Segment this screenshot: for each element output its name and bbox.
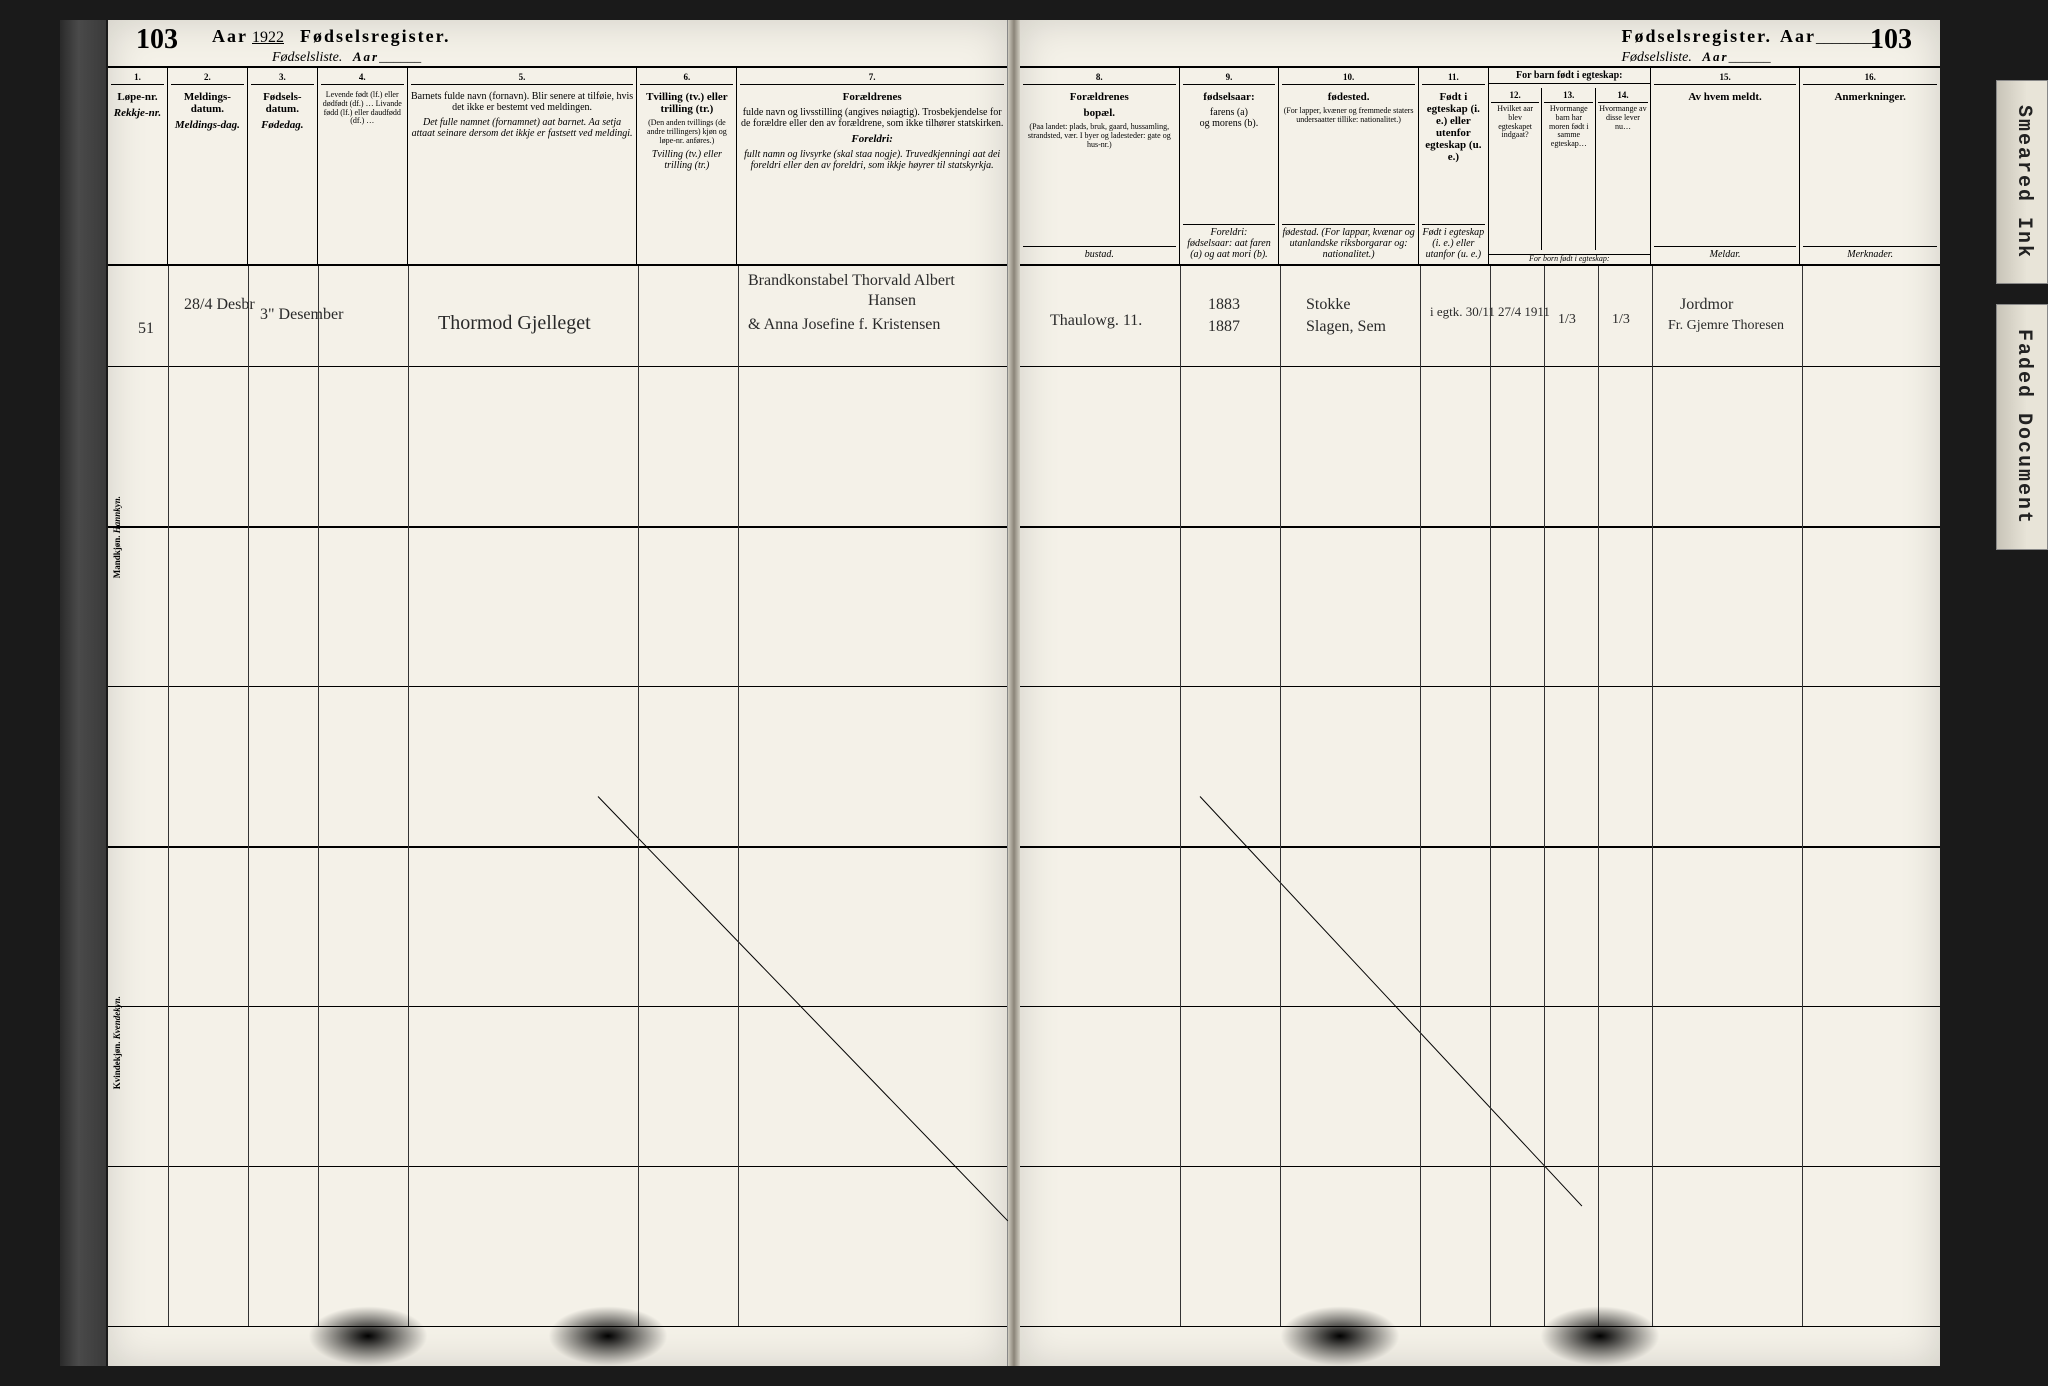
right-diagonal-strike: [1200, 796, 1583, 1206]
col-header: 4.Levende født (lf.) eller dødfødt (df.)…: [318, 68, 408, 264]
col-header: 9.fødselsaar:farens (a)og morens (b).For…: [1180, 68, 1280, 264]
entry-fodested-a: Stokke: [1306, 296, 1350, 314]
left-diagonal-strike: [598, 796, 1009, 1221]
col-header: 11.Født i egteskap (i. e.) eller utenfor…: [1419, 68, 1489, 264]
side-label-kvindekjon: Kvindekjøn. Kvendekyn.: [112, 996, 122, 1089]
col-header: 16.Anmerkninger.Merknader.: [1800, 68, 1940, 264]
left-rows-area: Mandkjøn. Hannkyn. Kvindekjøn. Kvendekyn…: [108, 266, 1007, 1326]
subtitle-left: Fødselsliste.: [272, 50, 342, 65]
entry-aar-b: 1887: [1208, 318, 1240, 336]
left-page: 103 Aar 1922 Fødselsregister. Fødselslis…: [108, 20, 1008, 1366]
side-tabs: Smeared Ink Faded Document: [1996, 80, 2048, 550]
col-header: 5.Barnets fulde navn (fornavn). Blir sen…: [408, 68, 638, 264]
col-header: 15.Av hvem meldt.Meldar.: [1651, 68, 1801, 264]
entry-lopenr: 51: [138, 320, 154, 338]
entry-aar-a: 1883: [1208, 296, 1240, 314]
entry-meldt-1: Jordmor: [1680, 296, 1733, 314]
register-title-r: Fødselsregister.: [1622, 26, 1773, 46]
right-header: 103 Fødselsregister. Aar________ Fødsels…: [1020, 20, 1940, 66]
col-header: 7.Forældrenesfulde navn og livsstilling …: [737, 68, 1007, 264]
col-header: 1.Løpe-nr.Rekkje-nr.: [108, 68, 168, 264]
aar-label: Aar: [212, 26, 248, 46]
entry-c14: 1/3: [1612, 312, 1630, 328]
entry-c13: 1/3: [1558, 312, 1576, 328]
tab-smeared-ink[interactable]: Smeared Ink: [1996, 80, 2048, 284]
left-column-headers: 1.Løpe-nr.Rekkje-nr.2.Meldings-datum.Mel…: [108, 66, 1007, 266]
entry-c12: 27/4 1911: [1498, 304, 1550, 320]
year-handwritten: 1922: [252, 29, 284, 46]
entry-fodested-b: Slagen, Sem: [1306, 318, 1386, 336]
entry-bopael: Thaulowg. 11.: [1050, 312, 1142, 330]
page-number-right: 103: [1870, 24, 1912, 56]
tab-faded-document[interactable]: Faded Document: [1996, 304, 2048, 550]
entry-melding: 28/4 Desbr: [184, 296, 255, 314]
entry-foreldre-3: & Anna Josefine f. Kristensen: [748, 316, 940, 334]
subtitle-right: Fødselsliste.: [1622, 50, 1692, 65]
col-header: 3.Fødsels-datum.Fødedag.: [248, 68, 318, 264]
entry-meldt-2: Fr. Gjemre Thoresen: [1668, 318, 1784, 334]
entry-navn: Thormod Gjelleget: [438, 312, 591, 335]
right-column-headers: 8.Forældrenesbopæl.(Paa landet: plads, b…: [1020, 66, 1940, 266]
col-header: 8.Forældrenesbopæl.(Paa landet: plads, b…: [1020, 68, 1180, 264]
col-header: 6.Tvilling (tv.) eller trilling (tr.)(De…: [637, 68, 737, 264]
entry-fode: 3" Desember: [260, 306, 343, 324]
entry-foreldre-1: Brandkonstabel Thorvald Albert: [748, 272, 955, 290]
col-header: 2.Meldings-datum.Meldings-dag.: [168, 68, 248, 264]
left-header: 103 Aar 1922 Fødselsregister. Fødselslis…: [108, 20, 1007, 66]
right-page: 103 Fødselsregister. Aar________ Fødsels…: [1020, 20, 1940, 1366]
page-number-left: 103: [136, 24, 178, 56]
right-rows-area: Thaulowg. 11. 1883 1887 Stokke Slagen, S…: [1020, 266, 1940, 1326]
col-header: 10.fødested.(For lapper, kvæner og fremm…: [1279, 68, 1419, 264]
entry-egte: i egtk. 30/11: [1430, 304, 1495, 320]
register-title: Fødselsregister.: [300, 26, 451, 46]
col-header-group: For barn født i egteskap:12.Hvilket aar …: [1489, 68, 1651, 264]
entry-foreldre-2: Hansen: [868, 292, 916, 310]
side-label-mandkjon: Mandkjøn. Hannkyn.: [112, 496, 122, 578]
